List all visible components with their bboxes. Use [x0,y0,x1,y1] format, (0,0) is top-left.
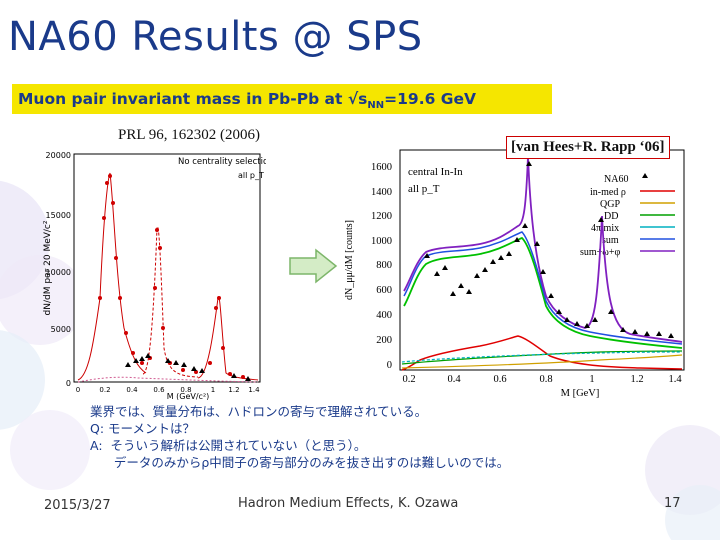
right-ytick: 600 [376,285,392,296]
left-curve-phi [197,296,259,381]
left-legend-title: No centrality selection [178,157,266,167]
right-plot-frame [399,149,685,371]
legend-label: sum [602,235,619,246]
left-mass-spectrum-plot: dN/dM per 20 MeV/c² 20000 15000 10000 50… [43,151,266,400]
footer-page-number: 17 [664,496,681,511]
slide-notes: 業界では、質量分布は、ハドロンの寄与で理解されている。 Q: モーメントは？ A… [90,403,509,471]
footer-center: Hadron Medium Effects, K. Ozawa [238,496,459,511]
left-ytick: 10000 [46,268,71,277]
left-ytick: 5000 [51,325,71,334]
legend-label: QGP [600,199,620,210]
footer-date: 2015/3/27 [44,498,111,513]
right-ytick: 1000 [371,236,392,247]
right-plot-ylabel: dN_μμ/dM [counts] [344,220,355,300]
right-ytick: 1200 [371,211,392,222]
legend-label: 4π mix [591,223,619,234]
legend-label: DD [604,211,618,222]
subtitle-main: Muon pair invariant mass in Pb-Pb at √s [18,90,368,108]
right-ytick: 200 [376,335,392,346]
right-xtick: 1.2 [630,374,643,385]
right-xtick: 0.6 [493,374,506,385]
reference-left: PRL 96, 162302 (2006) [118,127,260,143]
left-ytick: 0 [66,379,71,388]
right-data-points [424,161,674,338]
left-xtick: 0.2 [99,386,110,394]
left-ytick: 15000 [46,211,71,220]
left-ytick: 20000 [46,151,71,160]
left-curve-omega [142,226,199,378]
left-xtick: 1.2 [228,386,239,394]
legend-marker-na60 [642,173,648,178]
left-curve-background [77,376,259,383]
left-xtick: 1 [211,386,215,394]
left-plot-xlabel: M (GeV/c²) [167,392,210,400]
right-plot-title-1: central In-In [408,166,463,178]
subtitle-subscript: NN [367,100,385,112]
right-ytick: 400 [376,310,392,321]
note-line: 業界では、質量分布は、ハドロンの寄与で理解されている。 [90,404,428,419]
right-arrow-icon [289,248,338,284]
left-xtick: 0.6 [153,386,165,394]
curve-sum-green [403,236,683,349]
reference-right: [van Hees+R. Rapp ‘06] [506,136,670,159]
left-plot-frame [73,153,261,383]
right-ytick: 1400 [371,187,392,198]
right-xtick: 1 [589,374,594,385]
slide-subtitle: Muon pair invariant mass in Pb-Pb at √sN… [12,84,552,114]
legend-label: in-med ρ [590,187,626,198]
note-line: Q: モーメントは？ [90,421,196,436]
left-xtick: 0 [76,386,80,394]
left-legend-sub: all p_T [238,171,264,180]
legend-label: NA60 [604,174,628,185]
left-data-points-black [125,353,251,381]
right-plot-xlabel: M [GeV] [561,388,600,399]
note-line: A: そういう解析は公開されていない（と思う）。 [90,438,367,453]
right-mass-spectrum-plot: dN_μμ/dM [counts] 1600 1400 1200 1000 80… [344,149,685,399]
right-xtick: 0.4 [447,374,461,385]
slide-title: NA60 Results @ SPS [8,14,423,60]
subtitle-tail: =19.6 GeV [384,90,476,108]
right-xtick: 1.4 [668,374,682,385]
left-xtick: 0.8 [180,386,191,394]
left-plot-ylabel: dN/dM per 20 MeV/c² [43,220,53,315]
left-xtick: 0.4 [126,386,138,394]
right-ytick: 800 [376,260,392,271]
right-ytick: 0 [387,360,392,371]
curve-qgp [401,354,683,369]
right-ytick: 1600 [371,162,392,173]
left-xtick: 1.4 [248,386,260,394]
right-xtick: 0.8 [539,374,552,385]
right-plot-title-2: all p_T [408,183,440,195]
curve-sum-omega-phi [403,155,683,343]
note-line: データのみからρ中間子の寄与部分のみを抜き出すのは難しいのでは。 [90,455,510,470]
curve-dd [401,350,683,365]
right-xtick: 0.2 [402,374,415,385]
